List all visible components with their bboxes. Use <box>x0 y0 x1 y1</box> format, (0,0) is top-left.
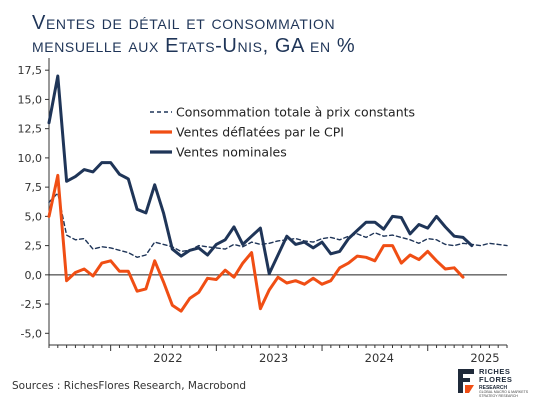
logo-name-line3: RESEARCH <box>479 385 508 391</box>
source-note: Sources : RichesFlores Research, Macrobo… <box>12 380 247 392</box>
y-tick-label: -2,5 <box>21 298 42 311</box>
logo-tagline-text: GLOBAL MACRO & MARKETS STRATEGY RESEARCH <box>479 390 529 398</box>
y-tick-label: 5,0 <box>25 210 43 223</box>
y-tick-label: 7,5 <box>25 181 43 194</box>
series-line-0 <box>48 192 508 258</box>
x-year-label: 2025 <box>470 351 499 365</box>
legend: Consommation totale à prix constants Vent… <box>150 105 415 160</box>
y-tick-label: 17,5 <box>18 64 43 77</box>
logo-name-line2: FLORES <box>479 375 513 384</box>
chart-title: Ventes de détail et consommation mensuel… <box>32 12 356 57</box>
series-layer <box>47 74 508 313</box>
riches-flores-logo: RICHES FLORES RESEARCH GLOBAL MACRO & MA… <box>457 366 537 406</box>
y-tick-label: 15,0 <box>18 93 43 106</box>
legend-label-2: Ventes nominales <box>176 145 287 160</box>
legend-label-0: Consommation totale à prix constants <box>176 105 415 120</box>
x-year-label: 2022 <box>153 351 182 365</box>
logo-mark-icon <box>458 369 474 393</box>
logo-name-line1: RICHES <box>479 367 511 376</box>
logo-tagline: RESEARCH GLOBAL MACRO & MARKETS STRATEGY… <box>479 385 537 399</box>
x-axis: 2022 2023 2024 2025 <box>48 274 508 365</box>
y-tick-label: 12,5 <box>18 123 43 136</box>
y-tick-label: -5,0 <box>21 327 42 340</box>
y-tick-label: 2,5 <box>25 240 43 253</box>
series-line-1 <box>47 173 465 313</box>
series-line-2 <box>47 74 474 276</box>
y-axis: -5,0 -2,5 0,0 2,5 5,0 7,5 10,0 12,5 15,0 17,5 <box>18 58 50 345</box>
legend-label-1: Ventes déflatées par le CPI <box>176 125 344 140</box>
y-tick-label: 0,0 <box>25 269 43 282</box>
logo-name: RICHES FLORES <box>479 368 512 384</box>
y-tick-label: 10,0 <box>18 152 43 165</box>
x-year-label: 2024 <box>365 351 394 365</box>
x-year-label: 2023 <box>259 351 288 365</box>
